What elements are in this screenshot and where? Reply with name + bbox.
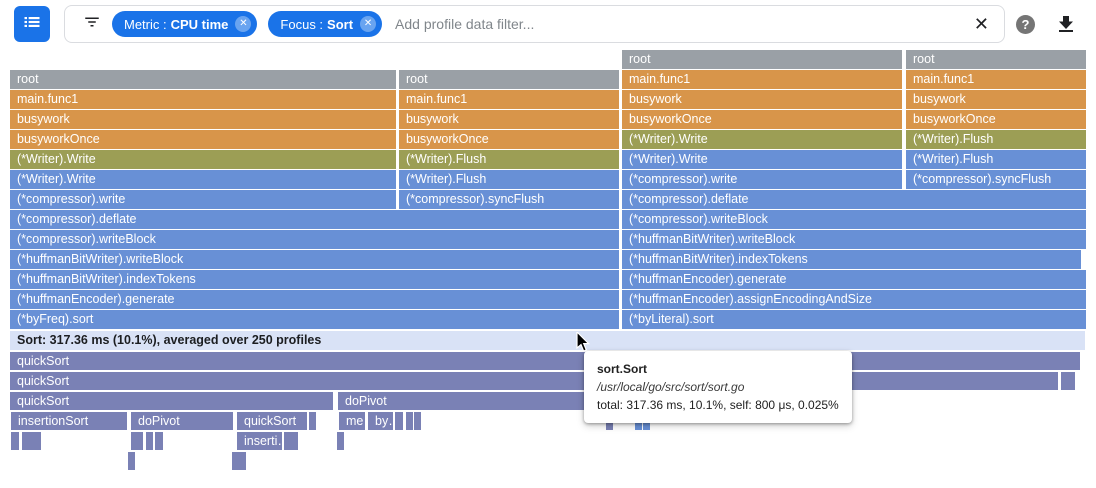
toolbar: Metric : CPU time ✕ Focus : Sort ✕ Add p… bbox=[0, 0, 1096, 48]
flame-bar-insertionsort[interactable]: insertionSort bbox=[11, 412, 127, 430]
flame-bar-writer-write[interactable]: (*Writer).Write bbox=[622, 150, 902, 169]
mouse-cursor-icon bbox=[576, 330, 592, 359]
help-icon[interactable]: ? bbox=[1016, 15, 1035, 34]
flame-bar[interactable] bbox=[128, 452, 135, 470]
flame-bar-huffmanencoder-assignencodingandsize[interactable]: (*huffmanEncoder).assignEncodingAndSize bbox=[622, 290, 1086, 309]
filter-list-icon bbox=[83, 13, 101, 36]
flame-bar[interactable] bbox=[28, 432, 35, 450]
flame-bar-compressor-write[interactable]: (*compressor).write bbox=[622, 170, 902, 189]
flame-bar-writer-write[interactable]: (*Writer).Write bbox=[622, 130, 902, 149]
flame-bar[interactable] bbox=[395, 412, 403, 430]
chip-value: Sort bbox=[327, 16, 354, 32]
flame-bar-writer-flush[interactable]: (*Writer).Flush bbox=[399, 170, 619, 189]
flame-bar-busyworkonce[interactable]: busyworkOnce bbox=[10, 130, 396, 149]
chip-value: CPU time bbox=[170, 16, 229, 32]
flame-bar-by[interactable]: by… bbox=[368, 412, 393, 430]
flame-bar-me[interactable]: me… bbox=[339, 412, 365, 430]
flame-bar[interactable] bbox=[284, 432, 291, 450]
flame-bar-main-func1[interactable]: main.func1 bbox=[10, 90, 396, 109]
flame-bar-huffmanbitwriter-writeblock[interactable]: (*huffmanBitWriter).writeBlock bbox=[10, 250, 619, 269]
flame-bar[interactable] bbox=[414, 412, 421, 430]
flame-bar-byfreq-sort[interactable]: (*byFreq).sort bbox=[10, 310, 619, 329]
flame-bar-compressor-write[interactable]: (*compressor).write bbox=[10, 190, 396, 209]
flame-bar-quicksort[interactable]: quickSort bbox=[10, 372, 1058, 390]
filter-chip-focus[interactable]: Focus : Sort ✕ bbox=[268, 11, 383, 37]
tooltip-source-path: /usr/local/go/src/sort/sort.go bbox=[597, 380, 745, 394]
flame-bar-busywork[interactable]: busywork bbox=[10, 110, 396, 129]
flame-bar-compressor-syncflush[interactable]: (*compressor).syncFlush bbox=[906, 170, 1086, 189]
focus-row-sort[interactable]: Sort: 317.36 ms (10.1%), averaged over 2… bbox=[10, 331, 1085, 350]
flame-bar-writer-write[interactable]: (*Writer).Write bbox=[10, 150, 396, 169]
flame-bar-root[interactable]: root bbox=[622, 50, 902, 69]
flame-bar-quicksort[interactable]: quickSort bbox=[10, 392, 333, 410]
flame-bar-compressor-deflate[interactable]: (*compressor).deflate bbox=[622, 190, 1086, 209]
flame-bar[interactable] bbox=[11, 432, 19, 450]
flame-bar-root[interactable]: root bbox=[906, 50, 1086, 69]
flame-bar-writer-flush[interactable]: (*Writer).Flush bbox=[906, 130, 1086, 149]
flame-bar[interactable] bbox=[155, 432, 163, 450]
flame-bar[interactable] bbox=[337, 432, 344, 450]
flame-bar[interactable] bbox=[131, 432, 143, 450]
flame-bar-huffmanbitwriter-indextokens[interactable]: (*huffmanBitWriter).indexTokens bbox=[10, 270, 619, 289]
flame-bar-dopivot[interactable]: doPivot bbox=[338, 392, 650, 410]
flame-bar[interactable] bbox=[239, 452, 246, 470]
chip-close-icon[interactable]: ✕ bbox=[235, 16, 252, 32]
flame-bar-writer-write[interactable]: (*Writer).Write bbox=[10, 170, 396, 189]
flame-bar-busyworkonce[interactable]: busyworkOnce bbox=[399, 130, 619, 149]
tooltip-function-name: sort.Sort bbox=[597, 362, 648, 376]
flame-bar[interactable] bbox=[291, 432, 298, 450]
filter-placeholder: Add profile data filter... bbox=[395, 16, 535, 32]
flame-bar-compressor-writeblock[interactable]: (*compressor).writeBlock bbox=[622, 210, 1086, 229]
flame-bar-huffmanencoder-generate[interactable]: (*huffmanEncoder).generate bbox=[10, 290, 619, 309]
tooltip: sort.Sort /usr/local/go/src/sort/sort.go… bbox=[584, 351, 852, 423]
flame-bar-quicksort[interactable]: quickSort bbox=[237, 412, 307, 430]
flame-bar-huffmanencoder-generate[interactable]: (*huffmanEncoder).generate bbox=[622, 270, 1086, 289]
download-icon[interactable] bbox=[1054, 12, 1078, 36]
flame-bar-huffmanbitwriter-writeblock[interactable]: (*huffmanBitWriter).writeBlock bbox=[622, 230, 1086, 249]
chip-prefix: Metric : bbox=[124, 16, 167, 32]
flame-bar-root[interactable]: root bbox=[399, 70, 619, 89]
flame-bar-inserti[interactable]: inserti… bbox=[237, 432, 282, 450]
flame-bar[interactable] bbox=[1061, 372, 1075, 390]
flame-bar[interactable] bbox=[22, 432, 29, 450]
flame-bar-compressor-writeblock[interactable]: (*compressor).writeBlock bbox=[10, 230, 619, 249]
flame-bar-main-func1[interactable]: main.func1 bbox=[906, 70, 1086, 89]
flame-bar-busywork[interactable]: busywork bbox=[399, 110, 619, 129]
clear-filters-icon[interactable]: ✕ bbox=[973, 14, 989, 34]
flame-bar-writer-flush[interactable]: (*Writer).Flush bbox=[399, 150, 619, 169]
flame-bar[interactable] bbox=[34, 432, 41, 450]
flame-bar-busyworkonce[interactable]: busyworkOnce bbox=[622, 110, 902, 129]
flame-bar[interactable] bbox=[146, 432, 153, 450]
flame-bar-huffmanbitwriter-indextokens[interactable]: (*huffmanBitWriter).indexTokens bbox=[622, 250, 1081, 269]
flame-bar-main-func1[interactable]: main.func1 bbox=[399, 90, 619, 109]
flame-bar-byliteral-sort[interactable]: (*byLiteral).sort bbox=[622, 310, 1086, 329]
flame-bar-writer-flush[interactable]: (*Writer).Flush bbox=[906, 150, 1086, 169]
flame-bar-dopivot[interactable]: doPivot bbox=[131, 412, 233, 430]
flame-bar[interactable] bbox=[309, 412, 316, 430]
flame-bar-compressor-deflate[interactable]: (*compressor).deflate bbox=[10, 210, 619, 229]
chip-prefix: Focus : bbox=[280, 16, 324, 32]
toc-list-icon bbox=[22, 12, 42, 37]
flame-bar[interactable] bbox=[232, 452, 239, 470]
filter-input[interactable]: Metric : CPU time ✕ Focus : Sort ✕ Add p… bbox=[64, 5, 1005, 43]
flame-bar-compressor-syncflush[interactable]: (*compressor).syncFlush bbox=[399, 190, 619, 209]
menu-button[interactable] bbox=[14, 6, 50, 42]
flame-bar-busyworkonce[interactable]: busyworkOnce bbox=[906, 110, 1086, 129]
flame-bar[interactable] bbox=[406, 412, 413, 430]
flame-bar-busywork[interactable]: busywork bbox=[906, 90, 1086, 109]
filter-chip-metric[interactable]: Metric : CPU time ✕ bbox=[112, 11, 258, 37]
flame-bar-root[interactable]: root bbox=[10, 70, 396, 89]
chip-close-icon[interactable]: ✕ bbox=[360, 16, 377, 32]
flame-bar-main-func1[interactable]: main.func1 bbox=[622, 70, 902, 89]
flame-bar-quicksort[interactable]: quickSort bbox=[10, 352, 1080, 370]
flame-bar-busywork[interactable]: busywork bbox=[622, 90, 902, 109]
tooltip-stats: total: 317.36 ms, 10.1%, self: 800 μs, 0… bbox=[597, 398, 839, 412]
